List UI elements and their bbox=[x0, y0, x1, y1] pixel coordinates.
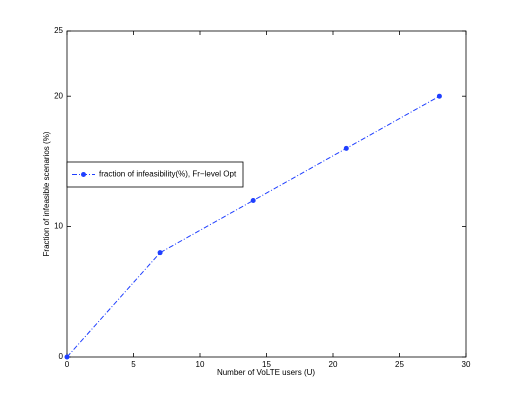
y-tick-label: 10 bbox=[54, 222, 63, 231]
x-axis-label: Number of VoLTE users (U) bbox=[217, 368, 315, 377]
data-point bbox=[436, 93, 442, 99]
axes-box bbox=[66, 30, 467, 358]
legend-label: fraction of infeasibility(%), Fr−level O… bbox=[99, 170, 237, 179]
data-point bbox=[157, 250, 163, 256]
x-tick-label: 20 bbox=[329, 360, 338, 369]
x-tick-label: 30 bbox=[462, 360, 471, 369]
legend-marker bbox=[81, 172, 86, 177]
series-line bbox=[66, 95, 440, 358]
x-tick-label: 10 bbox=[196, 360, 205, 369]
x-tick-label: 25 bbox=[395, 360, 404, 369]
x-tick-label: 5 bbox=[131, 360, 136, 369]
x-tick-label: 15 bbox=[262, 360, 271, 369]
y-tick-label: 20 bbox=[54, 91, 63, 100]
x-tick-label: 0 bbox=[65, 360, 70, 369]
y-tick-label: 0 bbox=[59, 352, 64, 361]
data-point bbox=[64, 354, 70, 360]
y-tick-label: 25 bbox=[54, 26, 63, 35]
y-axis-label: Fraction of infeasible scenarios (%) bbox=[42, 131, 51, 256]
data-point bbox=[250, 198, 256, 204]
legend-box bbox=[66, 161, 244, 188]
data-point bbox=[343, 145, 349, 151]
